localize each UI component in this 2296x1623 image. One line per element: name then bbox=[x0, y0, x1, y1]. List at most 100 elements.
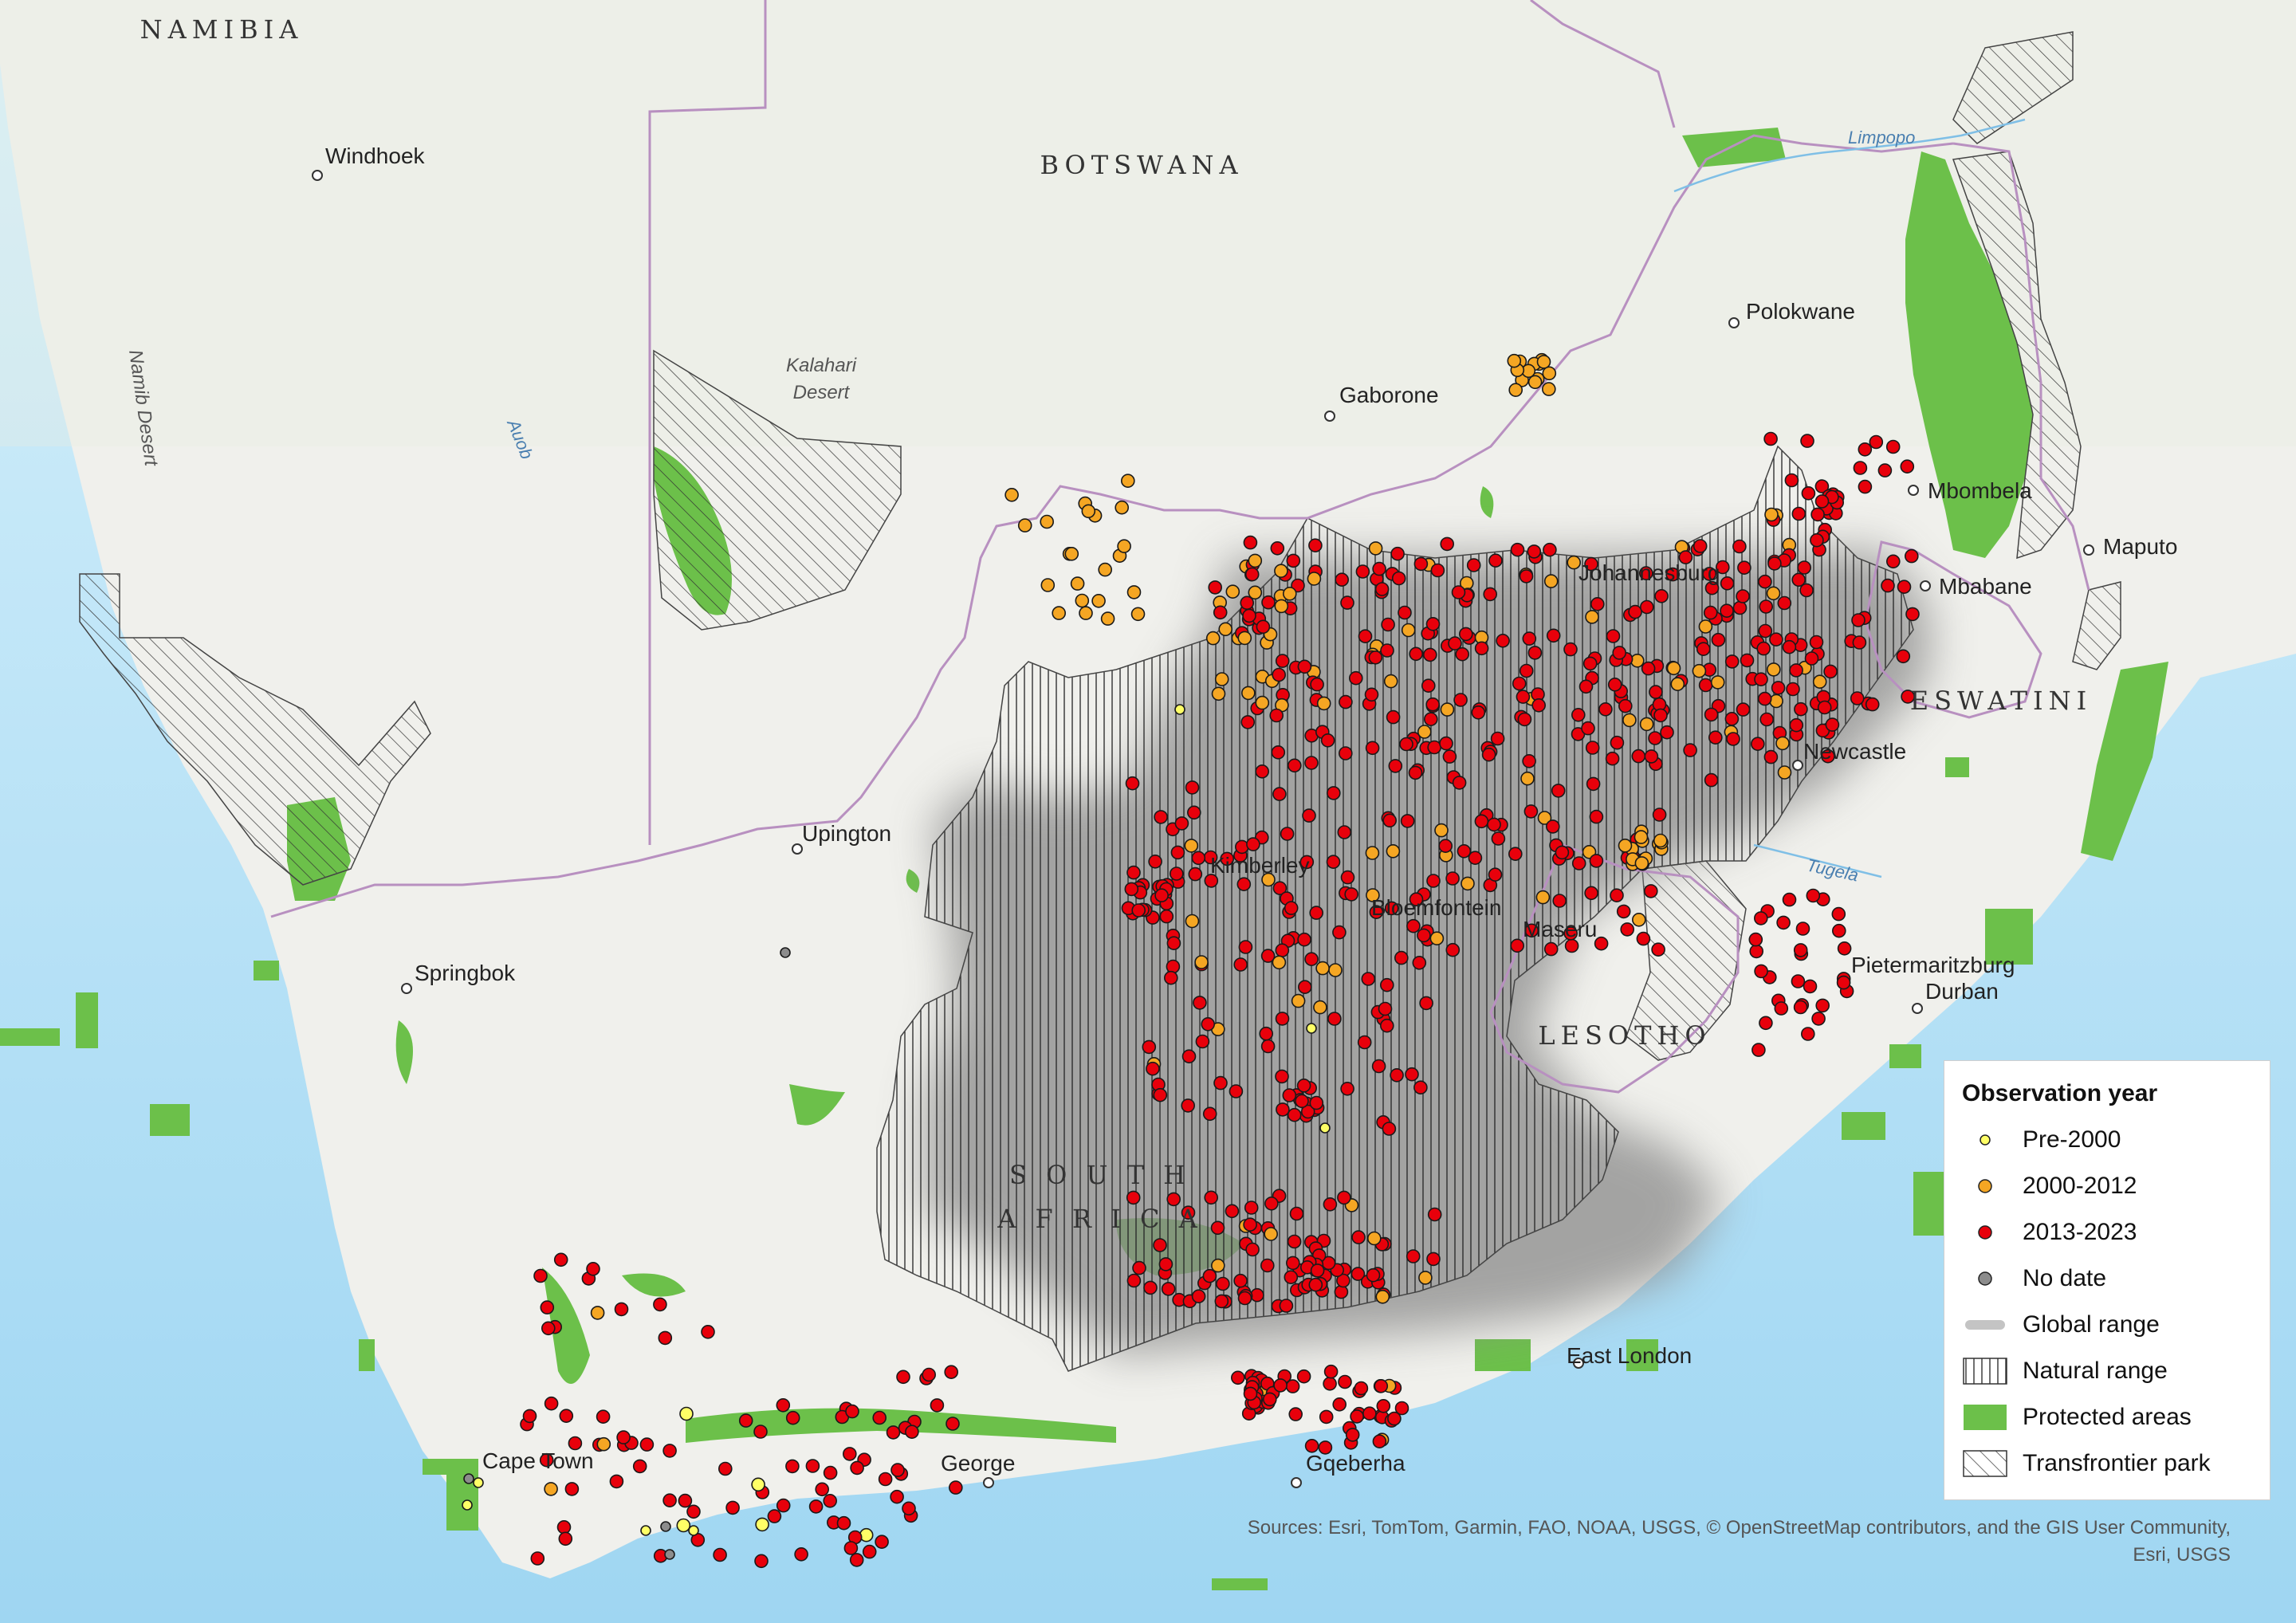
observation-point bbox=[1794, 701, 1808, 717]
observation-point bbox=[1763, 431, 1778, 446]
cederberg bbox=[542, 1267, 590, 1384]
springbok-label: Springbok bbox=[415, 961, 516, 985]
observation-point bbox=[1401, 623, 1416, 638]
observation-point bbox=[1698, 619, 1713, 634]
legend-item-natural-range: Natural range bbox=[1962, 1348, 2252, 1394]
observation-point bbox=[1776, 915, 1791, 930]
observation-points-layer bbox=[462, 352, 1920, 1569]
city-springbok: Springbok bbox=[401, 961, 516, 994]
observation-point bbox=[1759, 599, 1773, 614]
observation-point bbox=[1812, 674, 1827, 690]
observation-point bbox=[836, 1515, 851, 1531]
observation-point bbox=[1040, 514, 1054, 529]
observation-point bbox=[1543, 574, 1559, 588]
observation-point bbox=[1584, 886, 1598, 901]
pa-4 bbox=[150, 1104, 190, 1136]
pa-9 bbox=[1945, 757, 1969, 777]
observation-point bbox=[1594, 936, 1609, 951]
observation-point bbox=[1275, 1069, 1289, 1084]
observation-point bbox=[1758, 623, 1773, 639]
observation-point bbox=[1295, 1094, 1309, 1109]
observation-point bbox=[1429, 931, 1445, 945]
observation-point bbox=[1406, 1249, 1421, 1263]
pa-6 bbox=[1626, 1339, 1658, 1371]
legend-label: Protected areas bbox=[2023, 1404, 2192, 1430]
observation-point bbox=[1286, 553, 1301, 568]
observation-point bbox=[1581, 721, 1595, 736]
pa-2 bbox=[76, 992, 98, 1048]
east-coast-strip bbox=[2081, 662, 2168, 861]
observation-point bbox=[1648, 731, 1662, 745]
city-mbombela: Mbombela bbox=[1908, 478, 2032, 503]
border-mozambique bbox=[1952, 142, 2090, 591]
observation-point bbox=[1070, 576, 1085, 591]
observation-point bbox=[1869, 434, 1884, 450]
city-upington: Upington bbox=[792, 821, 891, 855]
observation-point bbox=[1079, 606, 1093, 620]
observation-point bbox=[1905, 548, 1919, 564]
observation-point bbox=[1166, 959, 1181, 974]
observation-point bbox=[590, 1306, 605, 1320]
observation-point bbox=[1865, 697, 1880, 712]
observation-point bbox=[1754, 964, 1768, 979]
observation-point bbox=[1582, 656, 1598, 671]
observation-point bbox=[1261, 872, 1276, 887]
observation-point bbox=[1777, 595, 1792, 611]
legend-label: Natural range bbox=[2023, 1358, 2168, 1384]
observation-point bbox=[1639, 717, 1654, 732]
observation-point bbox=[1148, 855, 1162, 869]
kimberley-label: Kimberley bbox=[1210, 853, 1309, 878]
observation-point bbox=[1272, 667, 1286, 682]
observation-point bbox=[1368, 650, 1383, 665]
botswana-label: BOTSWANA bbox=[1040, 150, 1243, 180]
mbabane-label: Mbabane bbox=[1939, 574, 2032, 599]
observation-point bbox=[1634, 830, 1649, 844]
city-george: George bbox=[941, 1451, 1015, 1488]
observation-point bbox=[1474, 641, 1489, 656]
observation-point bbox=[1115, 500, 1129, 515]
observation-point bbox=[1901, 690, 1915, 704]
observation-point bbox=[1185, 780, 1200, 795]
observation-point bbox=[1618, 839, 1633, 853]
observation-point bbox=[1390, 546, 1405, 561]
observation-point bbox=[1398, 605, 1412, 620]
observation-point bbox=[815, 1482, 829, 1497]
observation-point bbox=[751, 1477, 765, 1492]
observation-point bbox=[1327, 786, 1341, 800]
observation-point bbox=[1269, 708, 1284, 723]
observation-point bbox=[1391, 571, 1406, 586]
observation-point bbox=[639, 1437, 655, 1452]
observation-point bbox=[632, 1459, 647, 1474]
observation-point bbox=[1409, 892, 1424, 906]
observation-point bbox=[1365, 741, 1380, 756]
observation-point bbox=[1858, 442, 1873, 457]
observation-point bbox=[1354, 1381, 1369, 1396]
observation-point bbox=[1696, 642, 1711, 657]
observation-point bbox=[1801, 1027, 1815, 1041]
observation-point bbox=[1375, 1290, 1390, 1304]
cape-town-label: Cape Town bbox=[482, 1448, 594, 1473]
observation-point bbox=[823, 1494, 837, 1508]
observation-point bbox=[1366, 1267, 1381, 1283]
observation-point bbox=[1421, 678, 1436, 694]
legend-swatch bbox=[1962, 1264, 2008, 1293]
observation-point bbox=[1211, 686, 1226, 701]
observation-point bbox=[1720, 603, 1734, 619]
observation-point bbox=[785, 1459, 800, 1474]
observation-point bbox=[1440, 536, 1454, 552]
observation-point bbox=[1240, 715, 1255, 729]
observation-point bbox=[686, 1504, 701, 1519]
observation-point bbox=[1793, 943, 1808, 957]
observation-point bbox=[1287, 1107, 1302, 1122]
observation-point bbox=[1749, 944, 1763, 959]
observation-point bbox=[1211, 1258, 1225, 1273]
observation-point bbox=[1357, 1035, 1372, 1050]
observation-point bbox=[1543, 542, 1557, 557]
observation-point bbox=[1774, 1001, 1789, 1016]
observation-point bbox=[1508, 847, 1523, 861]
kruger-park bbox=[1905, 151, 2033, 558]
observation-point bbox=[1751, 737, 1765, 752]
city-durban: Durban bbox=[1912, 979, 1999, 1014]
